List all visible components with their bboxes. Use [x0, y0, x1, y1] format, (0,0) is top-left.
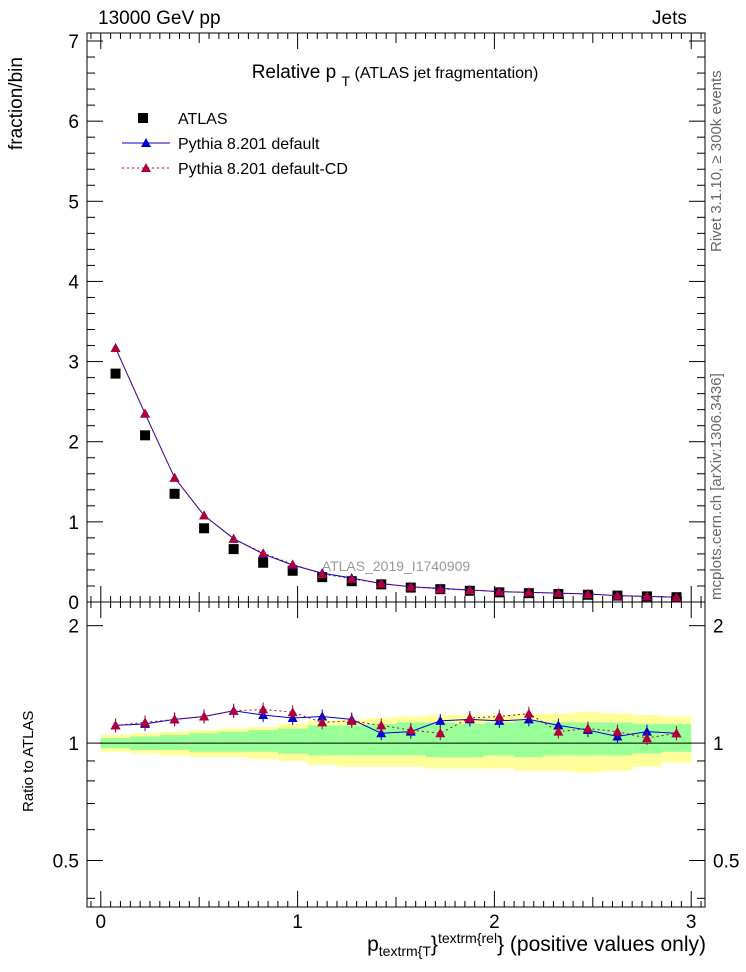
x-tick-label: 0 [95, 912, 106, 933]
x-axis-label-brace: } [430, 933, 438, 956]
ratio-y-tick-label-left: 1 [68, 734, 79, 755]
ratio-y-tick-label-right: 1 [713, 734, 724, 755]
pythia-default-cd-ratio-point [435, 728, 446, 738]
legend: ATLAS Pythia 8.201 default Pythia 8.201 de… [122, 111, 348, 178]
legend-pythia-default-marker [141, 138, 151, 147]
ratio-band-1-bin [336, 725, 367, 756]
atlas-data-point [287, 565, 298, 576]
main-y-tick-label: 6 [68, 112, 79, 133]
atlas-data-point [169, 488, 180, 499]
x-axis-label: ptextrm{T}textrm{rel} (positive values o… [367, 930, 706, 959]
legend-atlas-marker [138, 113, 148, 123]
main-y-tick-label: 2 [68, 433, 79, 454]
pythia-default-cd-ratio-point [169, 714, 180, 724]
pythia-default-cd-ratio-point [523, 708, 534, 718]
pythia-default-cd-main-point [199, 510, 210, 520]
legend-pythia-default-cd-marker [141, 163, 151, 172]
x-tick-label: 3 [686, 912, 697, 933]
pythia-default-cd-main-point [641, 591, 652, 601]
legend-label: ATLAS [178, 111, 228, 128]
pythia-default-cd-main-point [464, 584, 475, 594]
pythia-default-cd-main-point [582, 588, 593, 598]
pythia-default-cd-ratio-point [582, 723, 593, 733]
x-tick-label: 2 [489, 912, 500, 933]
ratio-band-1-bin [218, 731, 249, 752]
main-y-tick-label: 4 [68, 272, 79, 293]
main-y-tick-label: 3 [68, 353, 79, 374]
pythia-default-cd-main-point [405, 581, 416, 591]
x-axis-label-sup: textrm{rel [437, 930, 498, 946]
ratio-band-1-bin [455, 723, 485, 758]
pythia-default-cd-ratio-point [228, 705, 239, 715]
pythia-default-cd-main-point [494, 586, 505, 596]
main-y-tick-label: 7 [68, 32, 79, 53]
pythia-default-cd-main-point [140, 408, 151, 418]
main-y-tick-label: 5 [68, 192, 79, 213]
pythia-default-cd-ratio-point [199, 711, 210, 721]
ratio-band-1-bin [248, 730, 278, 752]
pythia-default-cd-main-point [553, 588, 564, 598]
pythia-default-cd-ratio-line [115, 708, 677, 739]
analysis-watermark: ATLAS_2019_I1740909 [322, 558, 471, 574]
legend-label: Pythia 8.201 default-CD [178, 161, 348, 178]
atlas-data-point [228, 544, 239, 555]
x-axis-label-main: p [367, 933, 379, 956]
main-y-tick-label: 1 [68, 513, 79, 534]
chart-title-rest: (ATLAS jet fragmentation) [350, 65, 538, 82]
ratio-y-tick-label-left: 2 [68, 617, 79, 638]
pythia-default-cd-main-point [671, 592, 682, 602]
pythia-default-cd-ratio-point [641, 733, 652, 743]
jets-label: Jets [652, 8, 687, 29]
pythia-default-cd-main-point [346, 573, 357, 583]
ratio-band-1-bin [307, 725, 337, 756]
atlas-data-point [258, 557, 269, 568]
pythia-default-cd-main-point [317, 568, 328, 578]
ratio-band-1-bin [159, 734, 190, 751]
ratio-band-1-bin [514, 720, 544, 758]
x-axis-label-rest: } (positive values only) [497, 933, 706, 956]
legend-label: Pythia 8.201 default [178, 136, 320, 153]
pythia-default-ratio-point [435, 715, 446, 725]
x-tick-label: 1 [292, 912, 303, 933]
pythia-default-cd-main-point [523, 587, 534, 597]
pythia-default-cd-ratio-point [346, 715, 357, 725]
pythia-default-cd-main-point [258, 548, 269, 558]
pythia-default-cd-ratio-point [317, 717, 328, 727]
chart-title-sub: T [341, 73, 350, 89]
ratio-y-tick-label-left: 0.5 [53, 852, 79, 873]
pythia-default-cd-ratio-point [553, 726, 564, 736]
pythia-default-cd-main-point [376, 578, 387, 588]
pythia-default-cd-ratio-point [464, 712, 475, 722]
pythia-default-cd-ratio-point [612, 726, 623, 736]
pythia-default-cd-main-point [110, 342, 121, 352]
pythia-default-cd-ratio-point [287, 707, 298, 717]
pythia-default-cd-main-point [287, 559, 298, 569]
atlas-data-point [199, 523, 210, 534]
pythia-default-cd-main-point [169, 472, 180, 482]
ratio-y-tick-label-right: 0.5 [713, 852, 739, 873]
pythia-default-cd-ratio-point [110, 720, 121, 730]
chart-title-main: Relative p [252, 62, 342, 83]
atlas-data-point [110, 368, 121, 379]
energy-label: 13000 GeV pp [98, 8, 221, 29]
atlas-data-point [140, 430, 151, 441]
ratio-band-1-bin [189, 733, 219, 752]
main-y-tick-label: 0 [68, 593, 79, 614]
pythia-default-cd-main-point [612, 590, 623, 600]
pythia-default-cd-ratio-point [671, 728, 682, 738]
x-axis-label-sub: textrm{T [378, 943, 431, 960]
ratio-band-1-bin [277, 728, 308, 754]
pythia-default-cd-ratio-point [494, 711, 505, 721]
pythia-default-cd-ratio-point [405, 725, 416, 735]
pythia-default-cd-ratio-point [140, 717, 151, 727]
pythia-default-cd-ratio-point [376, 720, 387, 730]
chart-title: Relative p T (ATLAS jet fragmentation) [252, 62, 539, 89]
pythia-default-cd-main-point [435, 584, 446, 594]
pythia-default-cd-ratio-point [258, 704, 269, 714]
ratio-y-tick-label-right: 2 [713, 617, 724, 638]
pythia-default-cd-main-point [228, 533, 239, 543]
pythia-default-ratio-point [376, 728, 387, 738]
